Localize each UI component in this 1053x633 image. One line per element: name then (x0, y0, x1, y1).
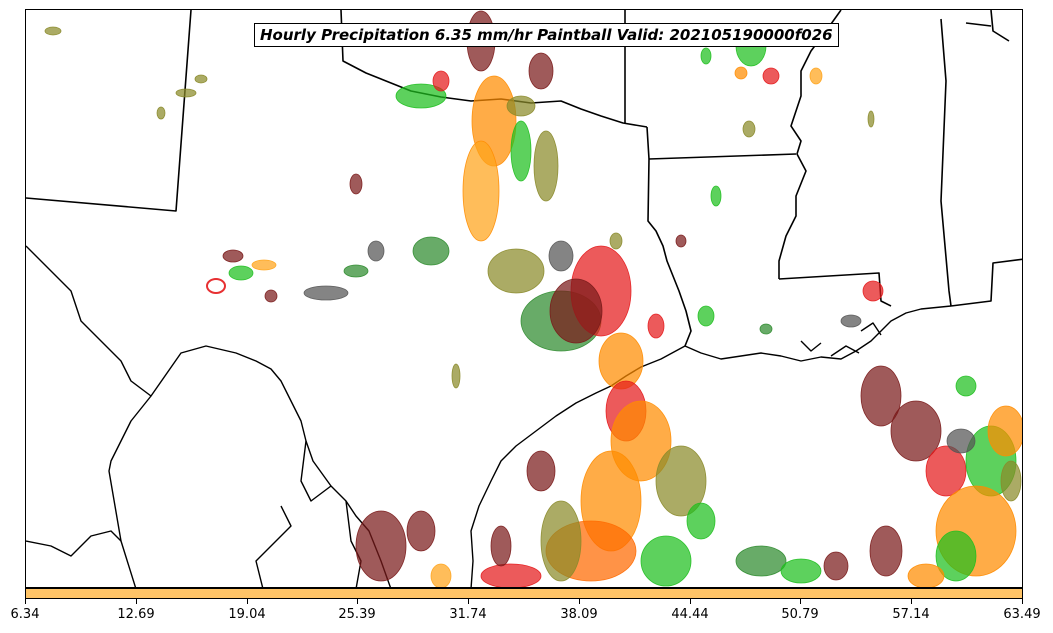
mx-state-2 (26, 530, 122, 557)
colorbar-tick-mark (911, 599, 912, 604)
rio-grande (26, 245, 392, 587)
al-fl-border (990, 10, 1010, 42)
colorbar-tick-label: 12.69 (117, 607, 155, 622)
colorbar-tick-mark (579, 599, 580, 604)
fl-border (950, 258, 1022, 307)
colorbar-tick-label: 50.79 (781, 607, 819, 622)
colorbar-tick-mark (1022, 599, 1023, 604)
texas-coast (470, 305, 952, 587)
colorbar-tick-label: 19.04 (228, 607, 266, 622)
tx-la-border (646, 126, 692, 347)
colorbar (25, 588, 1023, 599)
colorbar-tick-mark (690, 599, 691, 604)
mx-state-3 (300, 440, 332, 502)
colorbar-tick-label: 63.49 (1003, 607, 1041, 622)
colorbar-tick-label: 57.14 (892, 607, 930, 622)
la-bays (800, 322, 882, 357)
colorbar-tick-mark (247, 599, 248, 604)
map-plot-area: Hourly Precipitation 6.35 mm/hr Paintbal… (25, 9, 1023, 588)
mississippi-river (778, 10, 842, 279)
mx-state-4 (255, 505, 292, 587)
colorbar-tick-mark (136, 599, 137, 604)
precipitation-map (26, 10, 1022, 587)
mx-state-1 (108, 395, 152, 587)
colorbar-tick-label: 6.34 (10, 607, 40, 622)
colorbar-tick-label: 31.74 (449, 607, 487, 622)
ms-al-border (940, 18, 952, 307)
ar-la-border (648, 153, 797, 160)
colorbar-tick-label: 38.09 (560, 607, 598, 622)
colorbar-tick-label: 44.44 (671, 607, 709, 622)
ok-nm-border (26, 10, 192, 212)
colorbar-tick-mark (800, 599, 801, 604)
precip-blobs (44, 10, 1022, 587)
al-ga-line (965, 22, 992, 27)
map-title: Hourly Precipitation 6.35 mm/hr Paintbal… (254, 23, 839, 47)
colorbar-tick-mark (25, 599, 26, 604)
coastline (470, 305, 952, 587)
colorbar-tick-mark (357, 599, 358, 604)
colorbar-tick-label: 25.39 (338, 607, 376, 622)
colorbar-tick-mark (468, 599, 469, 604)
